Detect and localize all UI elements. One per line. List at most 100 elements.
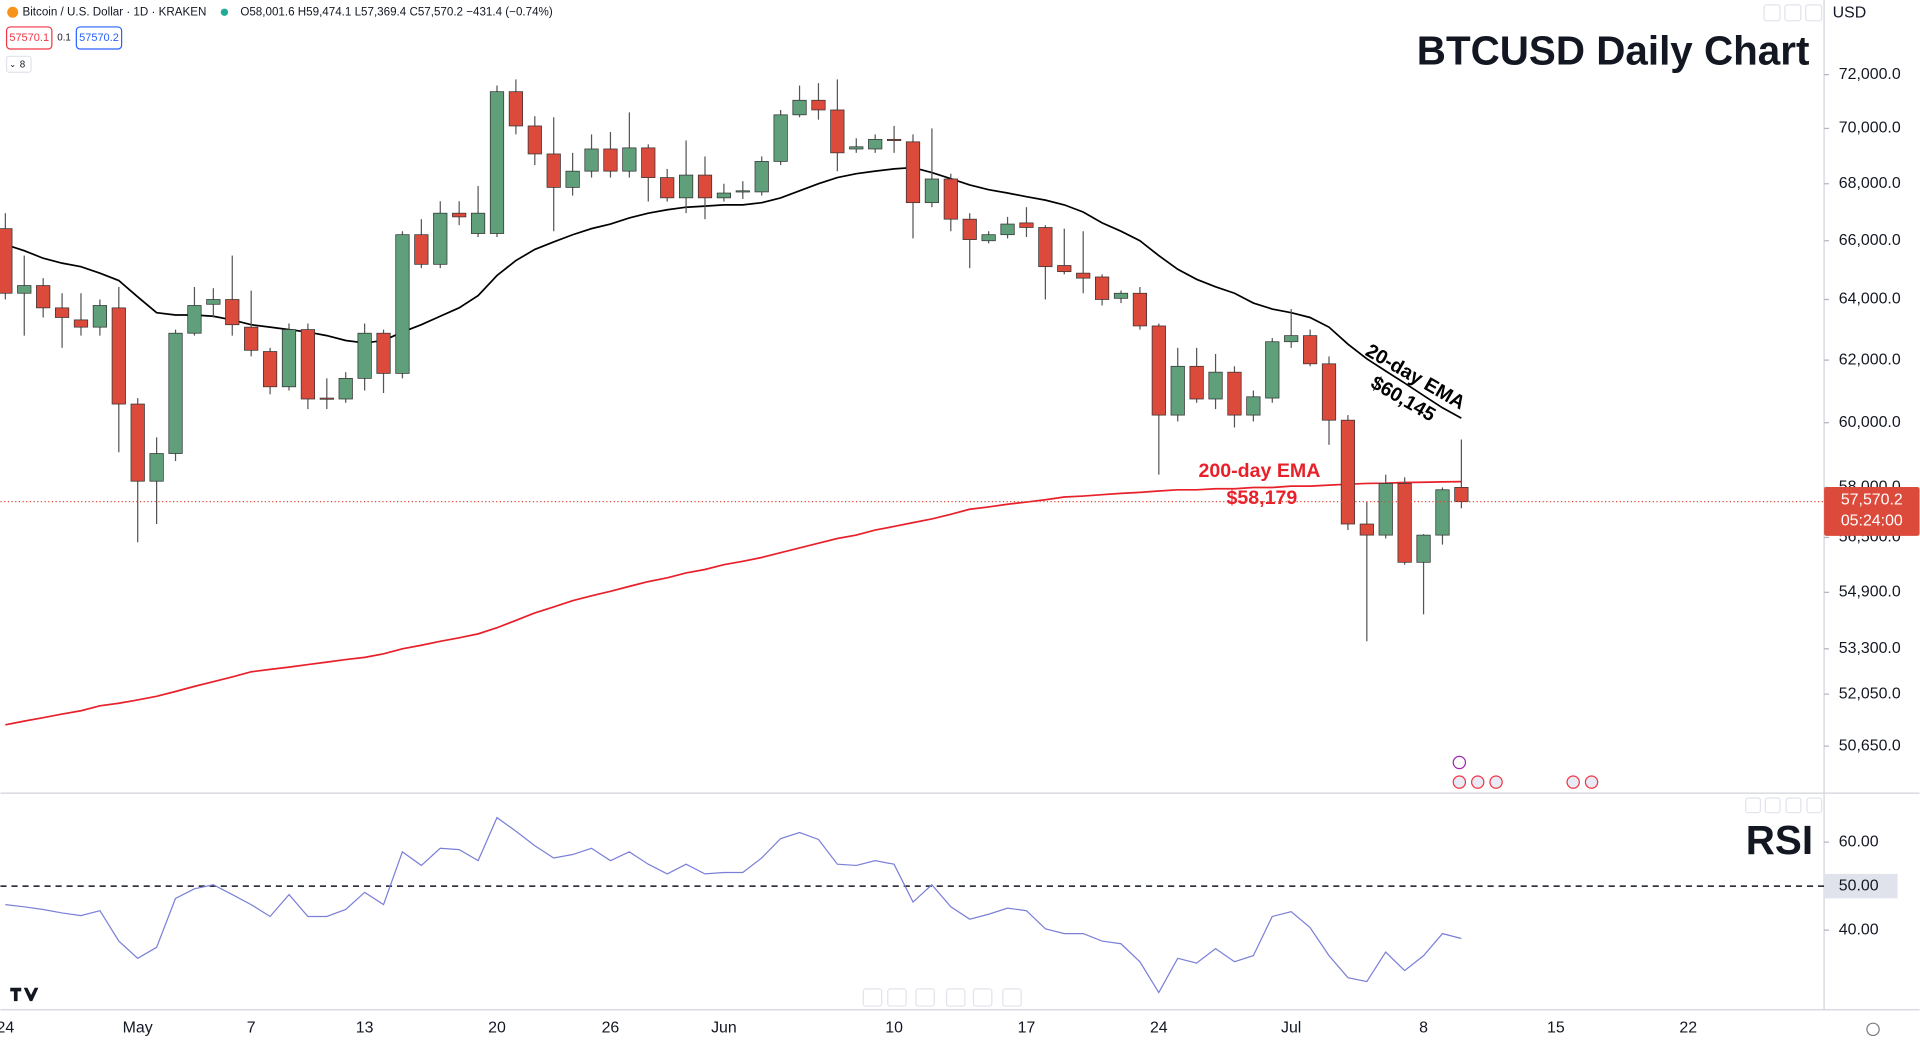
ema-line xyxy=(5,166,1462,419)
candle-body xyxy=(1208,371,1223,400)
refresh-button[interactable] xyxy=(1002,988,1022,1007)
settings-icon[interactable] xyxy=(1866,1022,1880,1037)
candle-body xyxy=(508,91,524,127)
reset-button[interactable] xyxy=(915,988,935,1007)
event-icon[interactable] xyxy=(1452,755,1467,770)
x-tick-label: Jul xyxy=(1281,1019,1301,1036)
candle-body xyxy=(1057,265,1072,273)
candle-body xyxy=(622,147,637,172)
candle-body xyxy=(489,91,505,234)
rsi-line xyxy=(5,816,1462,994)
candle-body xyxy=(981,234,996,242)
candle-body xyxy=(1397,483,1412,563)
candle-body xyxy=(886,138,902,141)
candle-body xyxy=(1265,341,1280,399)
candle-body xyxy=(1189,365,1204,400)
x-tick-label: 24 xyxy=(0,1019,14,1036)
event-icon[interactable] xyxy=(1452,775,1467,789)
candle-body xyxy=(1340,419,1356,525)
candle-body xyxy=(905,141,921,204)
candle-body xyxy=(584,148,599,172)
x-tick-label: 7 xyxy=(247,1019,256,1036)
candle-body xyxy=(1246,396,1261,416)
event-icon[interactable] xyxy=(1566,775,1580,789)
candle-body xyxy=(735,190,750,193)
candle-body xyxy=(1284,335,1299,343)
candle-body xyxy=(811,99,826,111)
indicators-toggle[interactable] xyxy=(5,55,32,73)
event-icon[interactable] xyxy=(1470,775,1485,789)
y-tick-label: 53,300.0 xyxy=(1839,640,1901,657)
y-tick-label: 72,000.0 xyxy=(1839,66,1901,83)
zoom-out-button[interactable] xyxy=(862,988,883,1007)
price-label-box xyxy=(1824,486,1920,536)
candle-body xyxy=(697,174,713,199)
candle-body xyxy=(376,332,391,374)
candle-body xyxy=(36,285,51,309)
candle-body xyxy=(1303,335,1318,365)
candle-body xyxy=(1094,276,1110,300)
candle-body xyxy=(281,329,297,388)
candle-body xyxy=(262,351,278,388)
x-tick-label: 20 xyxy=(488,1019,506,1036)
zoom-in-button[interactable] xyxy=(887,988,907,1007)
pane-button[interactable] xyxy=(1764,797,1781,814)
reference-label: 50.00 xyxy=(1839,877,1879,894)
candle-body xyxy=(1000,223,1015,236)
candle-body xyxy=(130,403,145,482)
candle-body xyxy=(565,170,580,188)
pane-buttons xyxy=(1745,4,1823,814)
pane-button[interactable] xyxy=(1763,4,1781,22)
candle-body xyxy=(1076,272,1091,279)
y-tick-label: 60,000.0 xyxy=(1839,414,1901,431)
candle-body xyxy=(1132,292,1148,327)
candle-body xyxy=(357,332,372,379)
pane-button[interactable] xyxy=(1784,4,1802,22)
event-icon[interactable] xyxy=(1489,775,1503,789)
candle-body xyxy=(17,285,32,294)
x-tick-label: 26 xyxy=(602,1019,620,1036)
x-tick-label: 8 xyxy=(1419,1019,1428,1036)
market-status xyxy=(220,8,229,16)
x-tick-label: 17 xyxy=(1018,1019,1036,1036)
indicator-count: 8 xyxy=(20,59,26,70)
event-icon[interactable] xyxy=(1584,775,1599,789)
candle-body xyxy=(1151,325,1166,416)
candle-body xyxy=(1416,534,1431,563)
candle-body xyxy=(225,299,240,326)
buy-button[interactable] xyxy=(75,26,123,50)
candle-body xyxy=(1038,227,1053,268)
candle-body xyxy=(716,192,732,199)
symbol-icon xyxy=(7,6,19,18)
event-icons xyxy=(1452,755,1599,789)
price-label: 57,570.2 xyxy=(1841,492,1903,509)
y-tick-label: 68,000.0 xyxy=(1839,175,1901,192)
candle-body xyxy=(414,234,429,265)
x-tick-label: 22 xyxy=(1679,1019,1697,1036)
candle-body xyxy=(92,305,107,328)
sell-button[interactable] xyxy=(5,26,53,50)
pane-button[interactable] xyxy=(1785,797,1802,814)
zoom-toolbar xyxy=(862,988,1022,1007)
candle-body xyxy=(1454,487,1469,503)
candle-body xyxy=(433,212,448,265)
candle-body xyxy=(1227,371,1242,416)
symbol-name: Bitcoin / U.S. Dollar · 1D · KRAKEN xyxy=(22,5,206,18)
scroll-left-button[interactable] xyxy=(945,988,966,1007)
pane-button[interactable] xyxy=(1805,4,1823,22)
candle-body xyxy=(338,378,353,400)
candle-body xyxy=(111,307,126,405)
y-tick-label: 54,900.0 xyxy=(1839,584,1901,601)
candle-body xyxy=(206,299,221,305)
candle-body xyxy=(1170,365,1185,416)
pane-button[interactable] xyxy=(1745,797,1762,814)
x-tick-label: Jun xyxy=(711,1019,737,1036)
pane-button[interactable] xyxy=(1806,797,1823,814)
y-tick-label: 60.00 xyxy=(1839,833,1879,850)
scroll-right-button[interactable] xyxy=(972,988,993,1007)
currency: USD xyxy=(1833,5,1867,22)
candle-body xyxy=(395,234,410,374)
candle-body xyxy=(773,114,788,162)
candle-body xyxy=(300,329,315,400)
